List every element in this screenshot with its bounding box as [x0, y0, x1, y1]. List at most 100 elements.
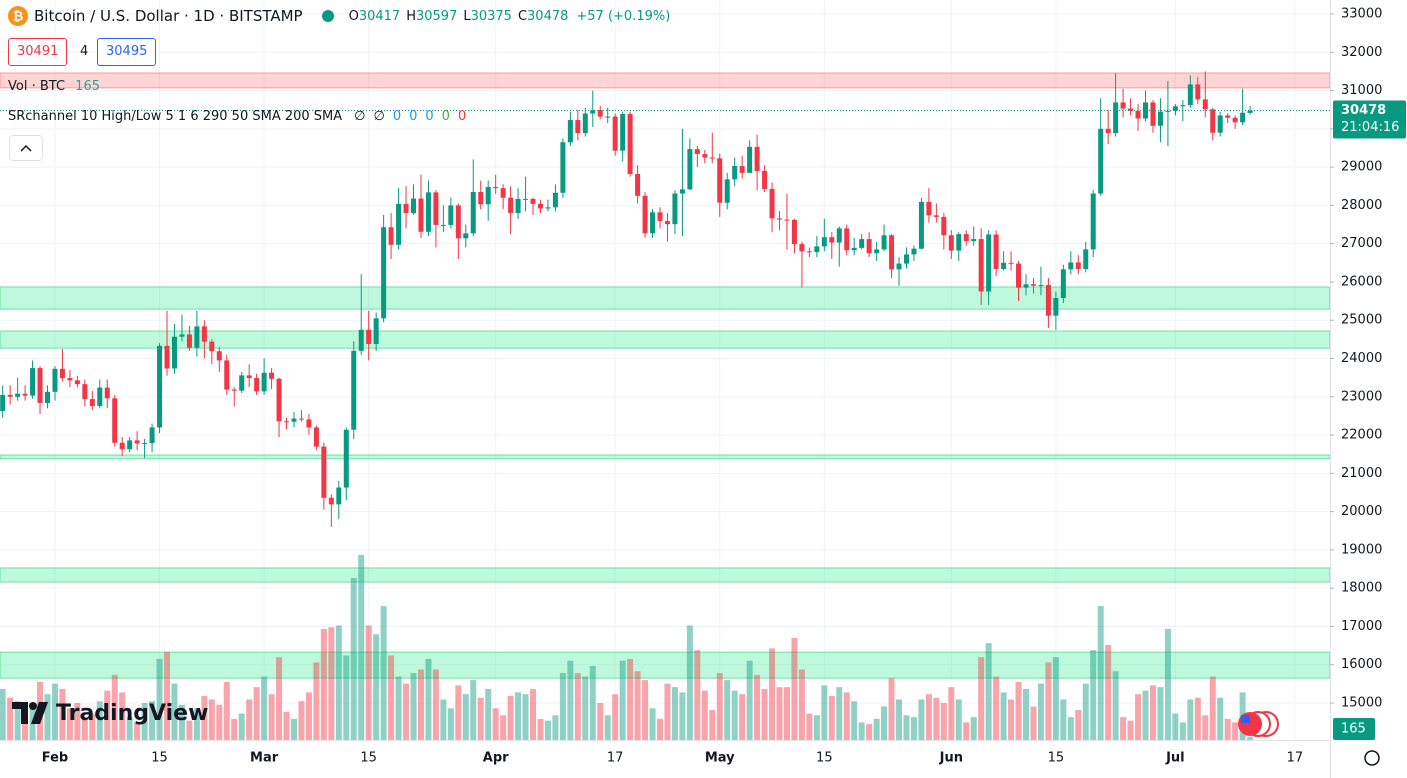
volume-bar [134, 722, 141, 740]
collapse-button[interactable] [9, 135, 43, 161]
buy-price[interactable]: 30495 [97, 38, 157, 66]
candle-body [336, 487, 342, 505]
volume-bar [238, 713, 245, 740]
candle-body [1165, 110, 1171, 112]
volume-bar [1090, 650, 1097, 740]
y-tick-label: 20000 [1341, 504, 1382, 519]
x-tick-label: Jul [1165, 751, 1185, 766]
volume-bar [1067, 717, 1074, 740]
candle-body [403, 203, 409, 214]
volume-bar [1052, 657, 1059, 740]
candle-body [515, 198, 521, 214]
ohlc-key: O [348, 8, 359, 24]
volume-bar [858, 722, 865, 740]
candle-body [1023, 284, 1029, 288]
sell-price[interactable]: 30491 [8, 38, 68, 66]
candle-body [493, 187, 499, 189]
candle-body [859, 239, 865, 248]
last-volume-label: 165 [1341, 722, 1366, 737]
indicator-legend: SRchannel 10 High/Low 5 1 6 290 50 SMA 2… [8, 109, 466, 124]
volume-bar [0, 688, 6, 740]
candle-body [463, 233, 469, 239]
volume-bar [537, 718, 544, 740]
volume-bar [821, 685, 828, 740]
candle-body [1195, 84, 1201, 100]
candle-body [171, 336, 177, 369]
candle-body [918, 201, 924, 249]
volume-bar [164, 651, 171, 740]
indicator-value: 0 [409, 109, 418, 124]
time-axis-bg [0, 740, 1330, 778]
volume-bar [358, 555, 365, 740]
ohlc-value: 30417 [358, 8, 401, 24]
volume-bar [261, 676, 268, 740]
countdown: 21:04:16 [1341, 120, 1399, 135]
svg-text:₿: ₿ [13, 10, 24, 25]
candle-body [933, 215, 939, 217]
candle-body [1090, 193, 1096, 250]
candle-body [500, 188, 506, 198]
volume-bar [544, 720, 551, 740]
candle-body [777, 218, 783, 220]
candle-body [612, 116, 618, 151]
volume-bar [552, 715, 559, 740]
candle-body [889, 235, 895, 270]
candle-body [1157, 111, 1163, 126]
volume-bar [119, 692, 126, 740]
candle-body [82, 384, 88, 400]
x-tick-label: 17 [1287, 751, 1304, 766]
volume-bar [1030, 706, 1037, 740]
y-tick-label: 17000 [1341, 619, 1382, 634]
volume-bar [178, 704, 185, 740]
candle-body [1038, 285, 1044, 287]
candle-body [717, 158, 723, 203]
volume-bar [7, 697, 14, 740]
ohlc-key: H [406, 8, 416, 24]
volume-bar [978, 657, 985, 740]
candle-body [0, 394, 6, 411]
candle-body [791, 219, 797, 245]
y-tick-label: 33000 [1341, 7, 1382, 22]
candle-body [537, 203, 543, 209]
volume-bar [791, 637, 798, 740]
logo-text: TradingView [56, 700, 209, 726]
volume-bar [1000, 692, 1007, 740]
y-tick-label: 31000 [1341, 83, 1382, 98]
candle-body [732, 165, 738, 180]
y-tick-label: 16000 [1341, 657, 1382, 672]
candle-body [209, 341, 215, 352]
candle-body [814, 246, 820, 253]
volume-bar [798, 669, 805, 740]
candle-body [881, 235, 887, 250]
sr-zone [0, 567, 1331, 583]
candle-body [1075, 262, 1081, 269]
candle-body [903, 254, 909, 264]
volume-bar [933, 697, 940, 740]
volume-bar [1060, 699, 1067, 740]
candle-body [1068, 262, 1074, 270]
volume-bar [642, 680, 649, 740]
volume-bar [940, 703, 947, 740]
sr-zone [0, 330, 1331, 349]
volume-bar [283, 711, 290, 740]
volume-bar [59, 688, 66, 740]
volume-bar [656, 718, 663, 740]
volume-bar [492, 708, 499, 740]
y-tick-label: 26000 [1341, 274, 1382, 289]
volume-bar [619, 660, 626, 740]
candle-body [284, 421, 290, 423]
candle-body [261, 372, 267, 392]
chevron [20, 144, 32, 152]
x-tick-label: 15 [151, 751, 168, 766]
x-tick-label: May [705, 751, 735, 766]
volume-bar [22, 717, 29, 740]
x-tick-label: 17 [607, 751, 624, 766]
candle-body [328, 497, 334, 505]
volume-bar [96, 701, 103, 740]
candle-body [724, 179, 730, 203]
candle-body [575, 120, 581, 134]
volume-bar [253, 687, 260, 740]
candle-body [523, 198, 529, 200]
volume-bar [1120, 717, 1127, 740]
